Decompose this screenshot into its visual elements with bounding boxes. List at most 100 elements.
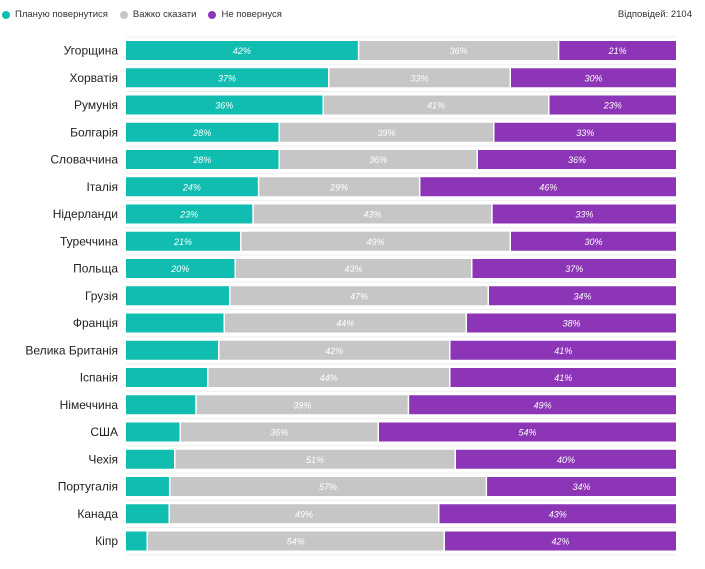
bar-segment[interactable] xyxy=(126,95,323,115)
data-label: 33% xyxy=(576,128,594,138)
bar-segment[interactable] xyxy=(492,204,676,224)
bar-segment[interactable] xyxy=(126,422,180,442)
legend-item[interactable]: Планую повернутися xyxy=(2,9,108,20)
bar-segment[interactable] xyxy=(472,259,677,278)
bar-segment[interactable] xyxy=(126,122,279,142)
bar-segment[interactable] xyxy=(409,395,676,415)
data-label: 20% xyxy=(170,264,189,274)
bar-row[interactable]: Кіпр 54% 42% xyxy=(95,531,676,551)
bar-segment[interactable] xyxy=(126,504,169,524)
category-label: Німеччина xyxy=(60,398,119,412)
data-label: 30% xyxy=(584,73,602,83)
legend-item[interactable]: Не повернуся xyxy=(208,9,282,20)
bar-segment[interactable] xyxy=(170,477,486,496)
legend-label-plan-return: Планую повернутися xyxy=(15,9,108,20)
bar-segment[interactable] xyxy=(126,477,169,496)
bar-row[interactable]: США 36% 54% xyxy=(90,422,676,442)
bar-row[interactable]: Франція 44% 38% xyxy=(73,313,676,333)
bar-segment[interactable] xyxy=(126,449,174,469)
bar-segment[interactable] xyxy=(494,122,677,142)
bar-row[interactable]: Німеччина 39% 49% xyxy=(60,395,676,415)
category-label: Іспанія xyxy=(80,371,118,385)
bar-row[interactable]: Румунія 36% 41% 23% xyxy=(74,95,677,115)
bar-segment[interactable] xyxy=(126,150,279,169)
bar-segment[interactable] xyxy=(487,477,676,496)
bar-segment[interactable] xyxy=(478,150,676,169)
bar-segment[interactable] xyxy=(126,41,358,60)
data-label: 43% xyxy=(363,210,381,220)
bar-segment[interactable] xyxy=(219,340,450,360)
bar-row[interactable]: Словаччина 28% 36% 36% xyxy=(50,150,676,169)
bar-segment[interactable] xyxy=(126,68,328,88)
bar-row[interactable]: Канада 49% 43% xyxy=(77,504,677,524)
data-label: 43% xyxy=(549,509,567,519)
bar-segment[interactable] xyxy=(148,531,444,551)
bar-segment[interactable] xyxy=(126,340,218,360)
bar-segment[interactable] xyxy=(280,150,477,169)
data-label: 54% xyxy=(287,537,305,547)
bar-row[interactable]: Італія 24% 29% 46% xyxy=(86,177,676,197)
bar-segment[interactable] xyxy=(259,177,419,197)
bar-row[interactable]: Угорщина 42% 36% 21% xyxy=(64,41,676,60)
bar-segment[interactable] xyxy=(450,340,677,360)
bar-segment[interactable] xyxy=(324,95,548,115)
bar-segment[interactable] xyxy=(230,286,488,306)
bar-row[interactable]: Болгарія 28% 39% 33% xyxy=(70,122,677,142)
category-label: Болгарія xyxy=(70,125,118,139)
bar-segment[interactable] xyxy=(549,95,677,115)
bar-row[interactable]: Грузія 47% 34% xyxy=(85,286,676,306)
bar-segment[interactable] xyxy=(126,259,235,278)
bar-row[interactable]: Португалія 57% 34% xyxy=(58,477,676,496)
bar-segment[interactable] xyxy=(511,68,676,88)
bar-segment[interactable] xyxy=(236,259,471,278)
bar-row[interactable]: Велика Британія 42% 41% xyxy=(25,340,677,360)
bar-row[interactable]: Хорватія 37% 33% 30% xyxy=(69,68,676,88)
data-label: 33% xyxy=(410,73,428,83)
bar-segment[interactable] xyxy=(445,531,676,551)
bar-row[interactable]: Чехія 51% 40% xyxy=(88,449,676,469)
bar-segment[interactable] xyxy=(126,204,253,224)
bar-segment[interactable] xyxy=(196,395,408,415)
bar-row[interactable]: Туреччина 21% 49% 30% xyxy=(60,231,676,251)
bar-segment[interactable] xyxy=(126,231,240,251)
bar-segment[interactable] xyxy=(181,422,378,442)
responses-count: Відповідей: 2104 xyxy=(617,9,692,20)
bar-segment[interactable] xyxy=(225,313,466,333)
bar-row[interactable]: Іспанія 44% 41% xyxy=(80,368,676,387)
bar-segment[interactable] xyxy=(379,422,676,442)
bar-segment[interactable] xyxy=(126,368,207,387)
bar-segment[interactable] xyxy=(467,313,676,333)
category-label: Хорватія xyxy=(69,71,118,85)
data-label: 24% xyxy=(182,182,201,192)
bar-row[interactable]: Нідерланди 23% 43% 33% xyxy=(53,204,676,224)
legend-item[interactable]: Важко сказати xyxy=(119,9,196,20)
bar-segment[interactable] xyxy=(456,449,676,469)
bar-segment[interactable] xyxy=(175,449,455,469)
bar-segment[interactable] xyxy=(170,504,438,524)
bar-segment[interactable] xyxy=(126,531,147,551)
bar-segment[interactable] xyxy=(359,41,558,60)
bar-segment[interactable] xyxy=(126,395,196,415)
bar-segment[interactable] xyxy=(208,368,450,387)
bar-segment[interactable] xyxy=(420,177,676,197)
bar-segment[interactable] xyxy=(450,368,677,387)
bar-segment[interactable] xyxy=(126,177,258,197)
category-label: Польща xyxy=(73,262,118,276)
category-label: Румунія xyxy=(74,98,118,112)
bar-segment[interactable] xyxy=(439,504,677,524)
bar-segment[interactable] xyxy=(253,204,492,224)
category-label: Канада xyxy=(77,507,118,521)
bar-segment[interactable] xyxy=(329,68,510,88)
bar-segment[interactable] xyxy=(559,41,676,60)
bar-segment[interactable] xyxy=(126,313,224,333)
bar-segment[interactable] xyxy=(280,122,493,142)
legend-dot-wont-return xyxy=(208,10,217,19)
legend-dot-plan-return xyxy=(2,10,10,19)
data-label: 40% xyxy=(557,455,575,465)
bar-segment[interactable] xyxy=(126,286,229,306)
bar-segment[interactable] xyxy=(489,286,676,306)
bar-row[interactable]: Польща 20% 43% 37% xyxy=(73,259,676,278)
category-label: Словаччина xyxy=(50,153,118,167)
bar-segment[interactable] xyxy=(241,231,510,251)
bar-segment[interactable] xyxy=(511,231,676,251)
